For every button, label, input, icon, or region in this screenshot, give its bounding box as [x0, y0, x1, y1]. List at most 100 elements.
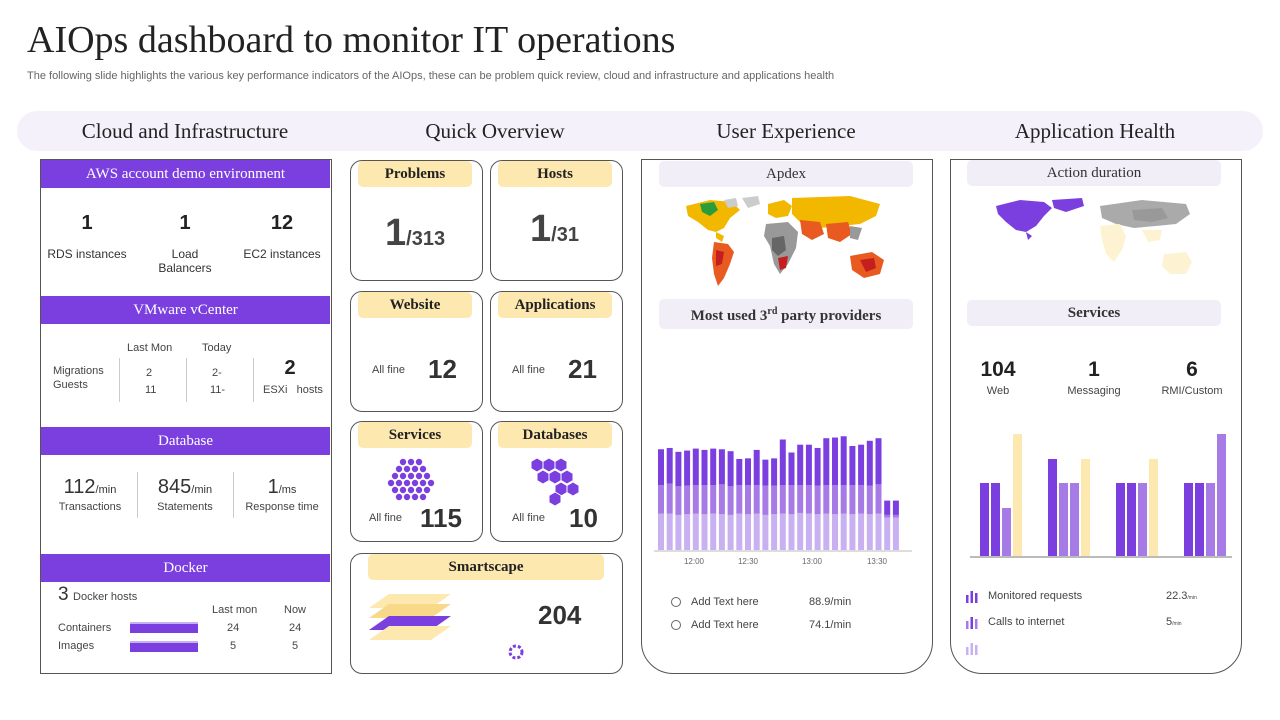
databases-status: All fine — [512, 512, 546, 524]
provider-bar-middle — [658, 485, 664, 514]
ec2-value: 12 — [270, 212, 294, 234]
databases-label: Databases — [498, 422, 612, 448]
monitored-requests-label: Monitored requests — [988, 590, 1083, 602]
bar-chart-icon — [966, 617, 978, 629]
problems-value: 1 — [385, 212, 407, 254]
provider-bar-top — [797, 444, 804, 485]
containers-bar — [130, 622, 198, 633]
database-divider — [137, 472, 138, 518]
page-subtitle: The following slide highlights the vario… — [27, 70, 835, 82]
vmware-divider — [119, 358, 120, 402]
website-status: All fine — [372, 364, 406, 376]
provider-bar-top — [692, 448, 699, 485]
provider-bar-bottom — [832, 514, 838, 550]
docker-hosts-label: Docker hosts — [73, 591, 138, 603]
apdex-title: Apdex — [659, 161, 913, 187]
monitored-requests-stat: 22.3/min — [1166, 590, 1197, 602]
provider-x-tick: 12:00 — [684, 557, 705, 566]
app-health-panel — [950, 159, 1242, 674]
website-label: Website — [358, 292, 472, 318]
monitored-requests-unit: /min — [1187, 595, 1197, 601]
provider-bar-top — [832, 437, 838, 485]
provider-bar-top — [762, 459, 769, 486]
services-bar-s4 — [1217, 434, 1226, 556]
provider-bar-middle — [823, 485, 830, 514]
services-bar-s3 — [1206, 483, 1215, 556]
apdex-world-map — [686, 196, 884, 286]
provider-bar-top — [736, 459, 743, 485]
provider-bar-bottom — [771, 514, 778, 550]
calls-to-internet-value: 5 — [1166, 616, 1173, 628]
vmware-migrations-last: 2 — [146, 367, 153, 379]
problems-label: Problems — [358, 161, 472, 187]
provider-bar-top — [866, 440, 873, 486]
provider-bar-bottom — [823, 513, 830, 550]
vmware-divider — [253, 358, 254, 402]
applications-status: All fine — [512, 364, 546, 376]
provider-bar-top — [823, 438, 830, 485]
services-bar-s1 — [1184, 483, 1193, 556]
provider-bar-middle — [797, 485, 804, 513]
provider-bar-top — [884, 500, 891, 515]
provider-bar-middle — [788, 485, 795, 515]
provider-bar-top — [892, 500, 899, 515]
statements-value: 845 — [157, 476, 192, 498]
services-bar-s3 — [1002, 508, 1011, 556]
docker-images-label: Images — [58, 640, 95, 652]
rds-label: RDS instances — [47, 247, 127, 261]
hosts-value: 1 — [530, 208, 552, 250]
provider-bar-top — [666, 447, 673, 484]
provider-bar-bottom — [805, 513, 812, 550]
smartscape-layers-icon — [369, 594, 451, 640]
services-bar-s1 — [980, 483, 989, 556]
provider-bar-bottom — [753, 513, 760, 550]
messaging-label: Messaging — [1067, 385, 1121, 397]
aws-section-title: AWS account demo environment — [41, 160, 330, 188]
hosts-stat: 1/31 — [530, 208, 579, 251]
provider-bar-top — [805, 444, 812, 485]
databases-hexagon-icon — [530, 457, 580, 506]
provider-bar-middle — [814, 485, 821, 515]
services-bar-s4 — [1149, 459, 1158, 556]
provider-bar-bottom — [675, 514, 682, 550]
vmware-divider — [186, 358, 187, 402]
vmware-col-today: Today — [202, 342, 232, 354]
services-grouped-bar-chart — [970, 434, 1232, 558]
rds-value: 1 — [81, 212, 93, 234]
provider-bar-bottom — [875, 513, 882, 550]
column-title-cloud: Cloud and Infrastructure — [81, 119, 289, 143]
docker-section-title: Docker — [41, 554, 330, 582]
provider-bar-bottom — [884, 517, 891, 550]
smartscape-label: Smartscape — [368, 554, 604, 580]
docker-hosts: 3 Docker hosts — [58, 584, 137, 606]
services-bar-s2 — [1127, 483, 1136, 556]
provider-bar-top — [658, 449, 664, 485]
provider-bar-bottom — [892, 517, 899, 550]
databases-value: 10 — [569, 503, 598, 533]
provider-bar-bottom — [692, 513, 699, 550]
calls-to-internet-label: Calls to internet — [988, 616, 1065, 628]
provider-bar-middle — [684, 485, 691, 515]
providers-stacked-bar-chart: 12:00 12:30 13:00 13:30 — [654, 436, 912, 566]
services-title: Services — [967, 300, 1221, 326]
legend-bullet-1-icon — [671, 597, 681, 607]
services-bar-s4 — [1081, 459, 1090, 556]
images-bar — [130, 641, 198, 652]
provider-bar-middle — [701, 485, 708, 515]
provider-bar-top — [718, 449, 725, 485]
esxi-value: 2 — [284, 357, 296, 379]
ux-legend-value-2: 74.1/min — [809, 619, 852, 631]
user-experience-panel — [641, 159, 933, 674]
provider-bar-middle — [675, 486, 682, 515]
provider-bar-middle — [849, 485, 856, 515]
statements-unit: /min — [191, 484, 213, 496]
services-bar-s3 — [1070, 483, 1079, 556]
provider-bar-bottom — [762, 514, 769, 550]
provider-bar-bottom — [779, 513, 786, 550]
transactions-value: 112 — [63, 476, 96, 498]
hosts-total: /31 — [551, 224, 579, 246]
providers-title: Most used 3rd party providers — [659, 299, 913, 329]
response-time-unit: /ms — [278, 484, 297, 496]
provider-bar-top — [727, 451, 734, 487]
provider-bar-top — [771, 458, 778, 486]
